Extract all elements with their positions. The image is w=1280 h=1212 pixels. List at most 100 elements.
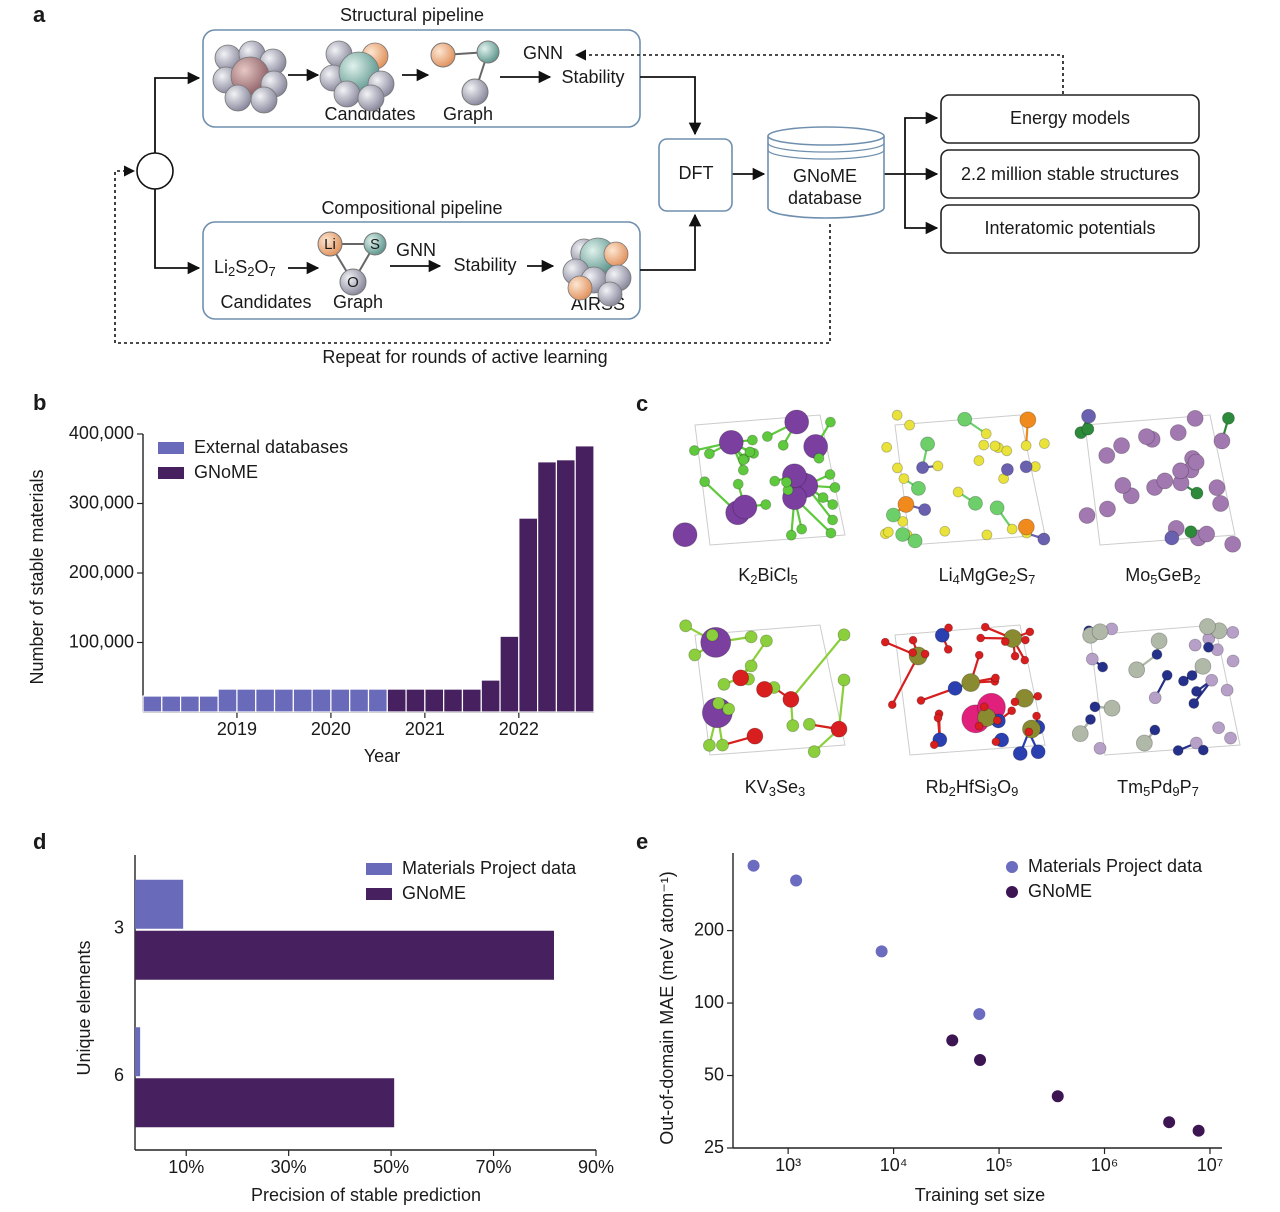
atom (933, 713, 943, 723)
dft-label: DFT (679, 163, 714, 183)
y-tick-label: 200,000 (69, 562, 134, 582)
atom (974, 721, 984, 731)
atom-label: S (370, 236, 380, 253)
atom (1010, 697, 1020, 707)
atom (947, 680, 963, 696)
y-tick-label: 100 (694, 992, 724, 1012)
atom (979, 702, 989, 712)
point (973, 1008, 986, 1021)
atom (939, 525, 951, 537)
atom (1222, 411, 1235, 425)
atom (929, 740, 939, 750)
atom (908, 648, 918, 657)
atom (992, 715, 1002, 725)
arrow (154, 71, 201, 153)
atom (807, 745, 821, 759)
bar (480, 679, 501, 713)
loop-line (114, 165, 831, 344)
atom (1149, 724, 1161, 736)
legend-swatch (158, 442, 184, 454)
atom (1017, 518, 1035, 536)
atom (1190, 486, 1204, 500)
atom (1186, 670, 1198, 681)
atom (761, 431, 773, 442)
atom (825, 527, 837, 539)
step-label: Graph (443, 104, 493, 124)
atom (817, 492, 829, 503)
atom (957, 411, 973, 427)
atom (1212, 495, 1230, 512)
atom (1156, 472, 1174, 490)
atom (1103, 699, 1121, 717)
formula-part: Se (776, 777, 798, 797)
atom (1203, 641, 1214, 653)
database-cylinder (767, 136, 885, 219)
atom (1098, 447, 1116, 464)
legend-swatch (158, 467, 184, 479)
formula-part: GeB (1157, 565, 1193, 585)
atom (1114, 477, 1132, 494)
atom (1169, 424, 1187, 442)
atom (882, 526, 894, 538)
formula-part: S (235, 257, 247, 277)
atom (813, 452, 825, 464)
atom (1208, 479, 1226, 497)
output-box (940, 204, 1200, 254)
y-tick-label: 300,000 (69, 492, 134, 512)
atom (887, 700, 897, 710)
atom (974, 650, 984, 660)
start-node (136, 152, 174, 190)
legend-label: External databases (194, 437, 348, 457)
atom (759, 634, 773, 648)
atom (829, 482, 841, 493)
atom (1188, 638, 1202, 652)
x-tick-label: 10⁶ (1091, 1155, 1118, 1175)
atom (1085, 652, 1099, 666)
formula-part: P (1180, 777, 1192, 797)
atom (744, 630, 758, 644)
output-label: 2.2 million stable structures (961, 164, 1179, 184)
atom (1000, 637, 1010, 647)
atom-label: O (347, 274, 359, 291)
atom (1113, 437, 1130, 455)
atom (897, 496, 915, 513)
atom (1172, 462, 1189, 480)
arrow (904, 111, 939, 174)
subscript: 2 (949, 784, 956, 799)
atom-label: Li (324, 236, 336, 253)
formula: Tm5Pd9P7 (1117, 777, 1199, 800)
atom (920, 436, 936, 452)
legend-marker (1006, 886, 1018, 898)
atom (1161, 669, 1173, 681)
atom (744, 446, 756, 458)
atom (976, 633, 986, 643)
formula-part: MgGe (960, 565, 1009, 585)
bar (236, 688, 257, 713)
atom (981, 529, 993, 541)
atom (880, 637, 890, 647)
x-tick-label: 10⁵ (985, 1155, 1012, 1175)
atom (1148, 691, 1162, 705)
atom (1138, 428, 1155, 445)
point (1051, 1090, 1064, 1103)
atom (785, 529, 797, 541)
atom (712, 696, 726, 710)
formula: Li2S2O7 (214, 257, 276, 280)
formula-part: HfSi (956, 777, 990, 797)
atom (1197, 744, 1209, 756)
y-axis-label: Unique elements (74, 940, 94, 1075)
atom (1000, 463, 1014, 476)
atom (679, 619, 693, 633)
x-tick-label: 2020 (311, 719, 351, 739)
point (946, 1034, 959, 1047)
subscript: 7 (1192, 784, 1199, 799)
atom (920, 649, 930, 659)
bond (837, 679, 846, 730)
bar (142, 695, 163, 713)
y-tick-label: 6 (114, 1065, 124, 1085)
atom (973, 455, 985, 466)
atom (1178, 675, 1189, 687)
atom (716, 738, 729, 752)
atom (961, 673, 981, 692)
